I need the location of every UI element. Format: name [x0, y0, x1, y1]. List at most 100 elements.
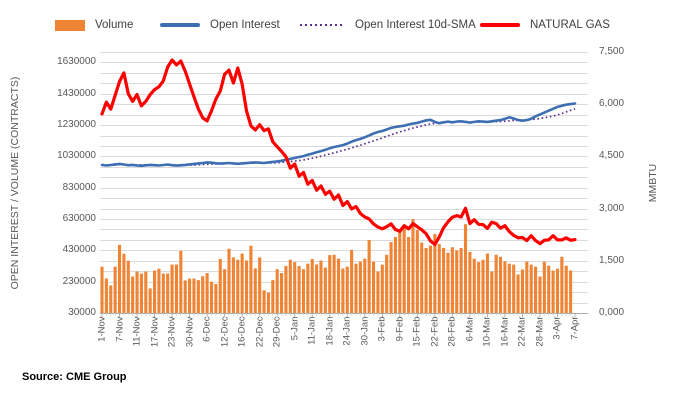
volume-bar	[503, 261, 507, 313]
volume-bar	[249, 245, 253, 313]
right-axis-tick-label: 7,500	[599, 46, 625, 57]
volume-swatch-icon	[55, 19, 85, 31]
volume-bar	[555, 268, 560, 313]
volume-bar	[117, 244, 122, 313]
x-axis-tick-label: 17-Nov	[149, 316, 161, 348]
volume-bar	[402, 227, 406, 313]
volume-bar	[472, 258, 476, 313]
sma-dotted-line-swatch-icon	[300, 24, 345, 26]
legend-label: NATURAL GAS	[530, 19, 610, 31]
volume-bar	[113, 266, 117, 313]
volume-bar	[306, 263, 310, 313]
open-interest-line-swatch-icon	[160, 23, 200, 27]
x-axis-tick-label: 22-Feb	[429, 316, 441, 347]
x-axis-tick-label: 22-Dec	[254, 316, 266, 348]
right-axis-tick-label: 6,000	[599, 98, 625, 110]
volume-bar	[161, 273, 165, 313]
x-axis-tick-label: 10-Mar	[481, 316, 493, 347]
volume-bar	[315, 264, 319, 313]
volume-bar	[494, 254, 498, 313]
volume-bar	[205, 273, 209, 313]
x-axis-tick-label: 24-Jan	[341, 316, 353, 346]
volume-bar	[529, 264, 533, 313]
volume-bar	[442, 248, 446, 313]
volume-bar	[244, 260, 249, 313]
volume-bar	[284, 266, 288, 313]
natural-gas-line-swatch-icon	[480, 23, 520, 27]
volume-bar	[350, 249, 354, 313]
left-axis-tick-label: 1630000	[57, 56, 96, 68]
volume-bar	[411, 219, 415, 313]
volume-bar	[512, 264, 516, 313]
legend-item-oi-sma: Open Interest 10d-SMA	[300, 17, 476, 33]
volume-bar	[534, 266, 538, 313]
volume-bar	[547, 265, 551, 313]
volume-bar	[371, 261, 376, 313]
x-axis-tick-label: 23-Nov	[166, 316, 178, 348]
volume-bar	[376, 271, 380, 313]
volume-bar	[126, 260, 130, 313]
volume-bar	[253, 268, 257, 313]
x-axis-tick-label: 6-Dec	[201, 316, 213, 342]
left-axis-tick-label: 1230000	[57, 119, 96, 131]
volume-bar	[131, 276, 135, 313]
x-axis-tick-label: 28-Feb	[446, 316, 458, 347]
volume-bar	[393, 237, 397, 313]
volume-bar	[288, 259, 292, 313]
legend-label: Open Interest 10d-SMA	[355, 19, 476, 31]
right-axis-tick-label: 4,500	[599, 150, 625, 162]
volume-bar	[463, 224, 468, 313]
volume-bar	[135, 271, 139, 313]
x-axis-tick-label: 6-Mar	[464, 316, 476, 342]
volume-bar	[354, 263, 358, 313]
volume-bar	[367, 240, 371, 313]
volume-bar	[319, 260, 323, 313]
volume-bar	[297, 266, 301, 313]
volume-bar	[240, 253, 244, 313]
x-axis-tick-label: 15-Feb	[411, 316, 423, 347]
volume-bar	[271, 280, 275, 313]
volume-bar	[192, 278, 196, 313]
volume-bar	[227, 248, 231, 313]
natural-gas-price-line	[100, 58, 577, 246]
volume-bar	[481, 259, 485, 313]
volume-bar	[157, 268, 161, 313]
x-axis-tick-label: 11-Jan	[306, 316, 318, 345]
volume-bar	[455, 250, 459, 313]
volume-bar	[328, 255, 332, 313]
volume-bar	[218, 258, 222, 313]
right-axis-tick-label: 3,000	[599, 202, 625, 214]
volume-bar	[153, 270, 157, 313]
x-axis-tick-label: 11-Nov	[131, 316, 143, 347]
x-axis-tick-label: 1-Nov	[96, 316, 108, 342]
volume-bar	[214, 284, 218, 313]
volume-bar	[109, 285, 113, 313]
volume-bar	[188, 278, 192, 313]
volume-bar	[450, 247, 454, 313]
legend-item-open-interest: Open Interest	[160, 17, 280, 33]
volume-bar	[459, 248, 463, 313]
volume-bar	[179, 250, 183, 313]
volume-bar	[166, 273, 170, 313]
volume-bar	[398, 230, 402, 313]
volume-bar	[564, 265, 568, 313]
volume-bar	[407, 237, 411, 313]
volume-bar	[139, 273, 143, 313]
volume-bar	[485, 253, 489, 313]
volume-bar	[490, 271, 494, 313]
volume-bar	[437, 244, 441, 313]
left-axis-tick-label: 1030000	[57, 150, 96, 162]
right-axis-tick-label: 0,000	[599, 307, 625, 318]
volume-bar	[525, 261, 529, 313]
volume-bar	[415, 230, 419, 313]
volume-bar	[520, 269, 524, 313]
volume-bar	[380, 264, 384, 313]
x-axis-tick-label: 30-Jan	[359, 316, 371, 346]
volume-bar	[196, 280, 200, 313]
volume-bar	[122, 253, 126, 313]
left-axis-tick-label: 30000	[68, 307, 96, 318]
x-axis-tick-label: 16-Dec	[236, 316, 248, 348]
legend-item-natural-gas: NATURAL GAS	[480, 17, 610, 33]
